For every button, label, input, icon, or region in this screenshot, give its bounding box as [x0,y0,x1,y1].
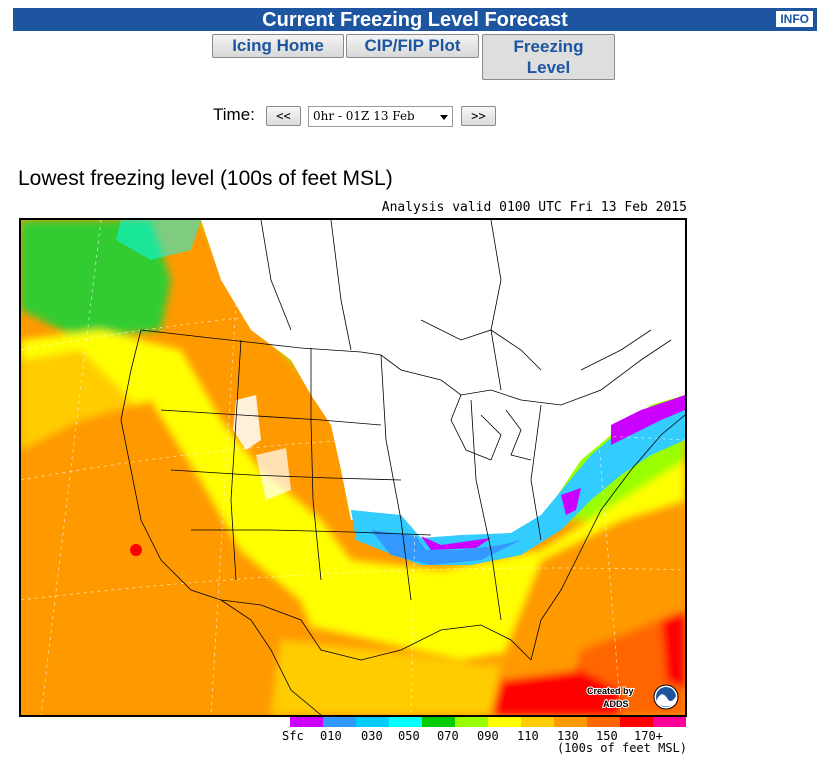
legend-label: 130 [557,729,579,743]
rockies-patch-2 [256,448,291,500]
freezing-level-label-line1: Freezing [513,37,584,56]
legend-swatch [422,717,455,727]
cip-fip-plot-button[interactable]: CIP/FIP Plot [346,34,479,58]
map-title: Lowest freezing level (100s of feet MSL) [18,167,393,190]
noaa-logo-icon [653,684,679,710]
freezing-level-label-line2: Level [526,58,571,77]
title-bar: Current Freezing Level Forecast INFO [13,8,817,31]
analysis-valid-time: Analysis valid 0100 UTC Fri 13 Feb 2015 [381,200,687,215]
northern-rockies-patch [116,220,201,260]
legend-swatch [356,717,389,727]
boundaries [120,220,685,715]
legend-swatch [620,717,653,727]
freezing-region-white [201,220,685,545]
adds-credit: Created by ADDS [586,684,679,710]
next-time-button[interactable]: >> [461,106,496,126]
legend-swatch [389,717,422,727]
hot-spot [130,544,142,556]
legend-label: 010 [320,729,342,743]
legend-swatch [653,717,686,727]
legend-swatch [290,717,323,727]
previous-time-button[interactable]: << [266,106,301,126]
freezing-band-purple-coast [561,488,581,515]
legend-labels: Sfc 010 030 050 070 090 110 130 150 170+ [276,729,696,743]
legend-swatch [323,717,356,727]
info-button[interactable]: INFO [776,11,813,27]
chevron-down-icon [440,115,448,120]
legend-label: 090 [477,729,499,743]
freezing-band-deep-blue [371,530,521,565]
credit-line2: ADDS [603,699,629,709]
legend-label: 170+ [634,729,663,743]
legend-label: 030 [361,729,383,743]
legend-swatch [455,717,488,727]
page-title: Current Freezing Level Forecast [262,9,568,31]
legend-swatch [587,717,620,727]
legend-label: 050 [398,729,420,743]
freezing-band-purple-south [421,536,491,550]
legend-label: 150 [596,729,618,743]
legend-swatch [554,717,587,727]
legend-label: 110 [517,729,539,743]
legend-swatch [488,717,521,727]
legend-swatch [521,717,554,727]
time-select-value: 0hr - 01Z 13 Feb [313,109,415,123]
legend-units: (100s of feet MSL) [556,741,687,755]
credit-line1: Created by [587,686,634,696]
time-label: Time: [213,105,255,124]
icing-home-button[interactable]: Icing Home [212,34,344,58]
time-select[interactable]: 0hr - 01Z 13 Feb [308,106,453,127]
rockies-patch-1 [233,395,261,450]
freezing-level-button[interactable]: Freezing Level [482,34,615,80]
freezing-band-purple-northeast [611,395,685,445]
freezing-level-map: Created by ADDS [19,218,687,717]
color-legend [290,717,686,727]
map-graphic: Created by ADDS [21,220,685,715]
legend-label: 070 [437,729,459,743]
legend-label: Sfc [282,729,304,743]
graticule [21,220,685,715]
